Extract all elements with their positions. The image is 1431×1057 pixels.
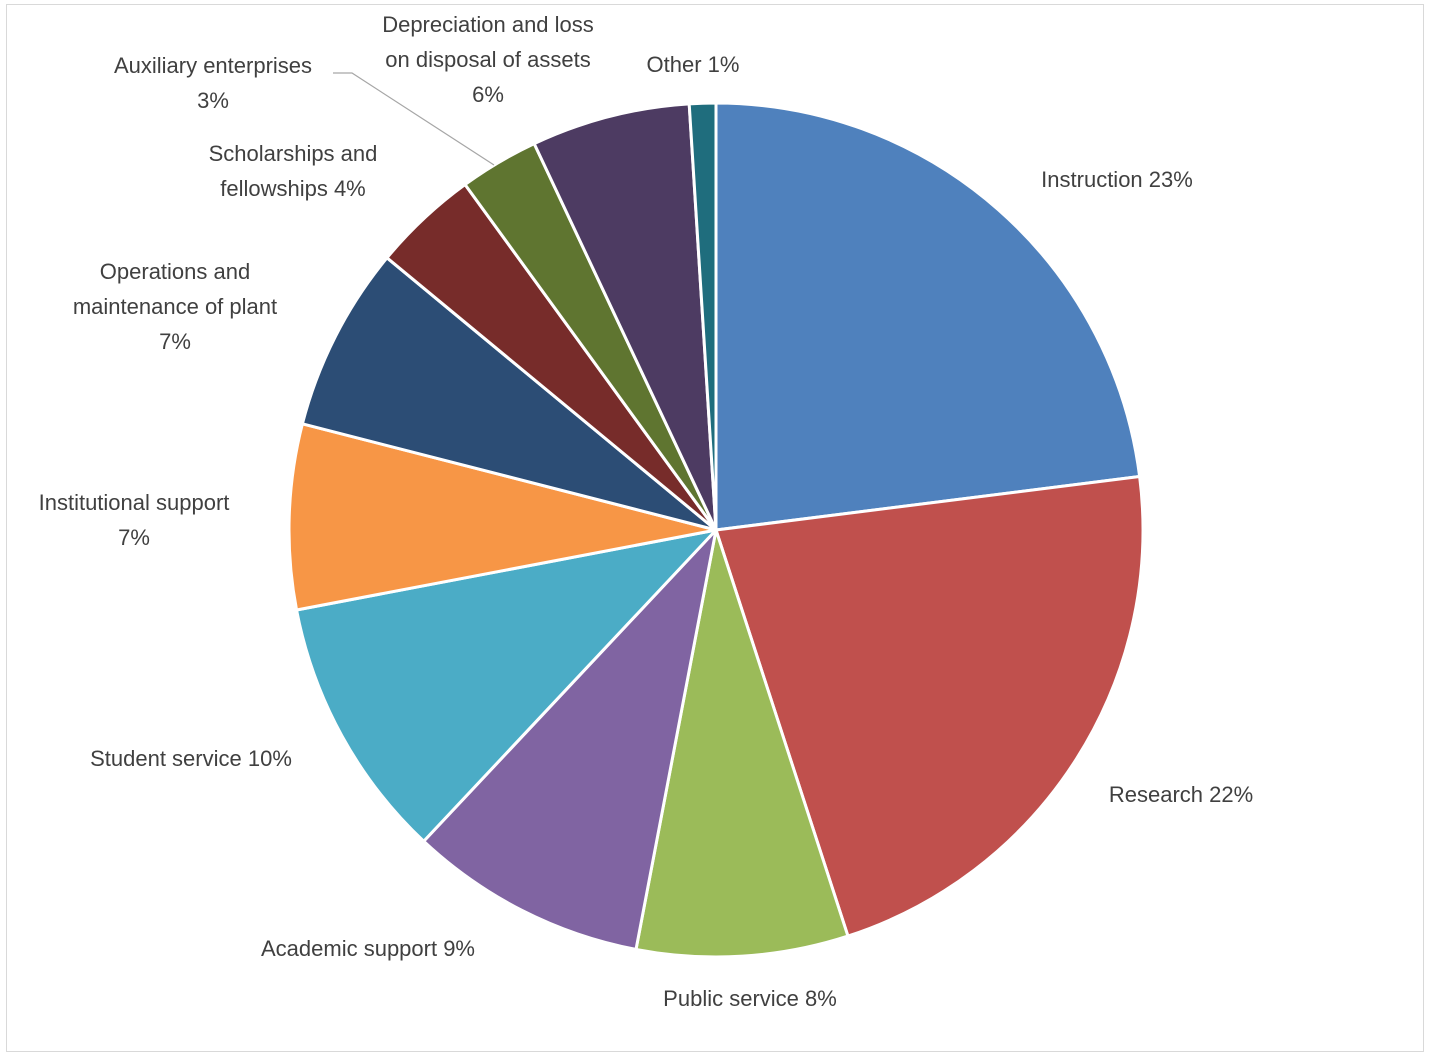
pie-slice-institutional-support [287, 422, 718, 612]
data-label-depreciation-and-loss-on-disposal-of-assets: Depreciation and loss on disposal of asse… [382, 12, 594, 107]
data-label-auxiliary-enterprises: Auxiliary enterprises 3% [114, 53, 312, 113]
pie-slice-research [714, 474, 1145, 938]
data-label-research: Research 22% [1109, 782, 1253, 807]
data-label-scholarships-and-fellowships: Scholarships and fellowships 4% [209, 141, 378, 201]
data-label-line: 6% [472, 82, 504, 107]
data-label-line: Instruction 23% [1041, 167, 1193, 192]
data-label-operations-and-maintenance-of-plant: Operations and maintenance of plant 7% [73, 259, 277, 354]
data-label-line: Student service 10% [90, 746, 292, 771]
data-label-line: Scholarships and [209, 141, 378, 166]
data-label-line: fellowships 4% [220, 176, 366, 201]
data-label-academic-support: Academic support 9% [261, 936, 475, 961]
pie-slice-other [687, 101, 718, 532]
data-label-line: maintenance of plant [73, 294, 277, 319]
data-label-instruction: Instruction 23% [1041, 167, 1193, 192]
data-label-line: Institutional support [39, 490, 230, 515]
leader-line-auxiliary-enterprises [333, 72, 495, 166]
pie-slice-operations-and-maintenance-of-plant [300, 256, 718, 532]
pie-slice-student-service [295, 528, 718, 843]
pie-slice-academic-support [422, 528, 718, 951]
data-label-line: Auxiliary enterprises [114, 53, 312, 78]
data-label-line: Depreciation and loss [382, 12, 594, 37]
data-label-institutional-support: Institutional support 7% [39, 490, 230, 550]
data-label-student-service: Student service 10% [90, 746, 292, 771]
data-label-line: 7% [159, 329, 191, 354]
data-label-line: Academic support 9% [261, 936, 475, 961]
data-label-line: Operations and [100, 259, 250, 284]
data-label-line: Public service 8% [663, 986, 837, 1011]
pie-slice-public-service [634, 528, 850, 959]
data-label-other: Other 1% [647, 52, 740, 77]
pie-slice-depreciation-and-loss-on-disposal-of-assets [532, 102, 718, 532]
data-label-public-service: Public service 8% [663, 986, 837, 1011]
data-label-line: 3% [197, 88, 229, 113]
pie-slice-instruction [714, 101, 1142, 532]
data-label-line: 7% [118, 525, 150, 550]
data-label-line: Research 22% [1109, 782, 1253, 807]
data-label-line: on disposal of assets [385, 47, 590, 72]
data-label-line: Other 1% [647, 52, 740, 77]
